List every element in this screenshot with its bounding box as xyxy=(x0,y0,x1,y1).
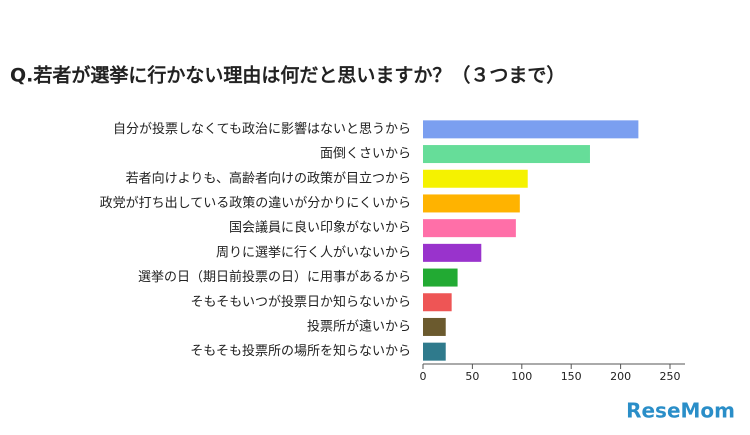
x-tick-label: 200 xyxy=(610,370,631,383)
bar xyxy=(423,293,452,312)
y-tick-label: そもそも投票所の場所を知らないから xyxy=(190,343,411,359)
y-tick-label: 面倒くさいから xyxy=(320,147,411,162)
bar xyxy=(423,243,482,262)
bar xyxy=(423,219,516,238)
x-tick-label: 150 xyxy=(561,370,582,383)
bar xyxy=(423,268,458,287)
y-tick-label: 若者向けよりも、高齢者向けの政策が目立つから xyxy=(126,170,411,186)
bar xyxy=(423,120,639,139)
y-tick-label: 選挙の日（期日前投票の日）に用事があるから xyxy=(138,269,411,285)
y-tick-label: 国会議員に良い印象がないから xyxy=(229,220,411,236)
x-tick-label: 250 xyxy=(660,370,681,383)
chart-title: Q.若者が選挙に行かない理由は何だと思いますか？（３つまで） xyxy=(10,64,565,87)
y-tick-label: 周りに選挙に行く人がいないから xyxy=(216,245,411,260)
bar xyxy=(423,169,528,188)
x-tick-label: 0 xyxy=(420,370,427,383)
y-tick-label: 政党が打ち出している政策の違いが分かりにくいから xyxy=(100,195,411,211)
watermark: ReseMom xyxy=(626,399,735,423)
bar xyxy=(423,145,590,164)
bar xyxy=(423,317,446,336)
x-tick-label: 100 xyxy=(511,370,532,383)
y-tick-label: 自分が投票しなくても政治に影響はないと思うから xyxy=(113,121,411,137)
y-tick-label: そもそもいつが投票日か知らないから xyxy=(191,294,411,310)
bar xyxy=(423,342,446,361)
y-tick-label: 投票所が遠いから xyxy=(307,318,411,334)
x-tick-label: 50 xyxy=(465,370,479,383)
bar xyxy=(423,194,520,213)
